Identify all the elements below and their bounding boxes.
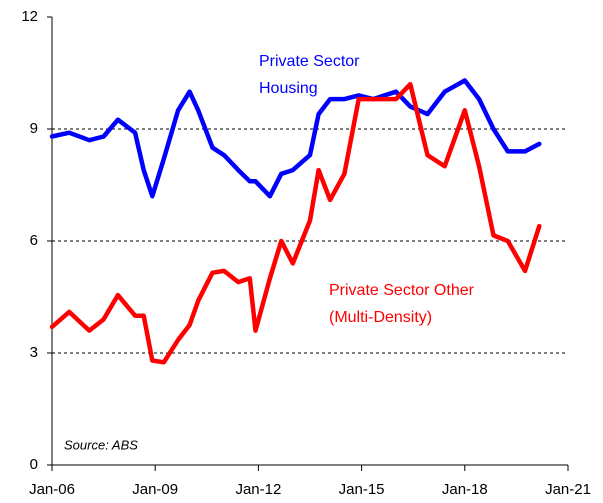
annotation: Housing [259, 80, 318, 97]
annotation: Private Sector [259, 53, 360, 70]
line-series [49, 81, 542, 365]
x-tick-label: Jan-09 [132, 481, 178, 498]
x-tick-label: Jan-15 [339, 481, 385, 498]
y-tick-label: 6 [30, 232, 38, 249]
annotation: (Multi-Density) [329, 309, 432, 326]
y-tick-label: 9 [30, 120, 38, 137]
line-series [49, 78, 542, 199]
x-tick-label: Jan-21 [545, 481, 591, 498]
x-tick-label: Jan-06 [29, 481, 75, 498]
x-tick-label: Jan-18 [442, 481, 488, 498]
x-tick-label: Jan-12 [235, 481, 281, 498]
source-note: Source: ABS [64, 437, 138, 452]
annotation: Private Sector Other [329, 282, 475, 299]
y-tick-label: 0 [30, 456, 38, 473]
y-tick-label: 12 [21, 8, 38, 25]
y-tick-label: 3 [30, 344, 38, 361]
